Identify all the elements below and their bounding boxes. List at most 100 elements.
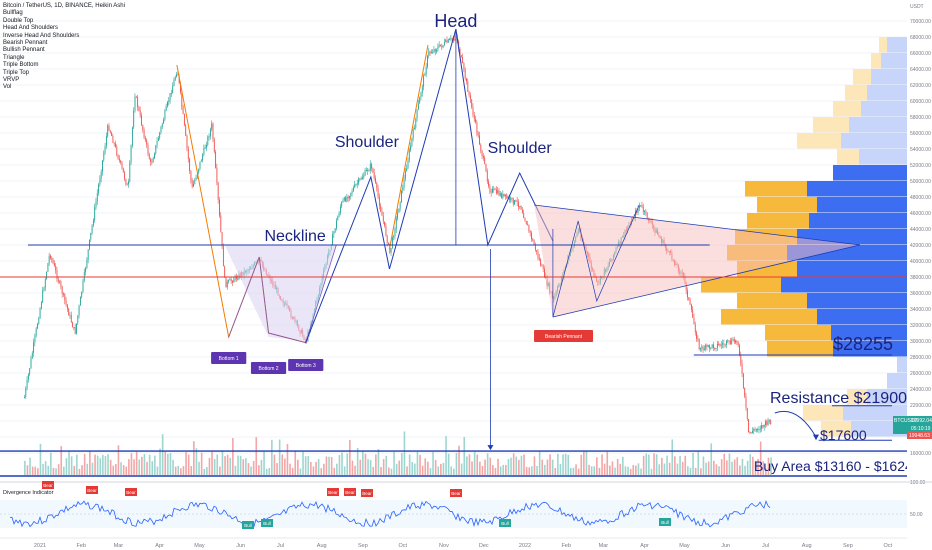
candle-body bbox=[129, 162, 131, 182]
candle-body bbox=[46, 271, 48, 279]
candle-body bbox=[226, 281, 228, 288]
candle-body bbox=[705, 344, 707, 349]
price-axis-label: 52000.00 bbox=[910, 163, 931, 169]
candle-body bbox=[731, 340, 733, 344]
volume-bar bbox=[278, 439, 281, 475]
price-tag-bg bbox=[893, 416, 932, 434]
volume-bar bbox=[476, 454, 479, 475]
vrvp-bar bbox=[797, 133, 841, 149]
volume-bar bbox=[601, 454, 603, 475]
vrvp-bar bbox=[821, 421, 851, 437]
candle-body bbox=[502, 193, 504, 198]
candle-body bbox=[531, 232, 532, 240]
volume-bar bbox=[401, 453, 403, 475]
candle-body bbox=[687, 290, 688, 298]
volume-bar bbox=[645, 453, 648, 475]
price-axis-label: 60000.00 bbox=[910, 99, 931, 105]
indicator-label[interactable]: Triangle bbox=[3, 54, 25, 61]
volume-bar bbox=[744, 465, 746, 475]
time-axis-label: Apr bbox=[640, 543, 649, 549]
candle-body bbox=[203, 147, 205, 155]
price-axis-label: 24000.00 bbox=[910, 387, 931, 393]
candle-body bbox=[364, 170, 366, 176]
candle-body bbox=[230, 279, 232, 282]
volume-bar bbox=[515, 456, 518, 475]
volume-bar bbox=[661, 457, 663, 475]
candle-body bbox=[131, 127, 133, 146]
volume-bar bbox=[731, 461, 733, 475]
volume-bar bbox=[125, 466, 128, 475]
candle-body bbox=[115, 143, 116, 147]
pennant-lower bbox=[552, 244, 860, 318]
candle-body bbox=[443, 41, 445, 46]
volume-bar bbox=[307, 456, 310, 475]
vrvp-bar bbox=[871, 53, 881, 69]
volume-bar bbox=[276, 463, 278, 475]
indicator-label[interactable]: Bullish Pennant bbox=[3, 47, 45, 54]
volume-bar bbox=[216, 454, 219, 475]
candle-body bbox=[72, 322, 74, 328]
volume-bar bbox=[167, 453, 169, 475]
volume-bar bbox=[414, 463, 416, 475]
candle-body bbox=[638, 205, 640, 209]
price-axis-label: 66000.00 bbox=[910, 51, 931, 57]
candle-body bbox=[536, 250, 538, 252]
volume-bar bbox=[117, 445, 120, 475]
volume-bar bbox=[629, 468, 632, 475]
candle-body bbox=[436, 49, 438, 52]
candle-body bbox=[740, 354, 742, 364]
volume-bar bbox=[252, 461, 255, 475]
volume-bar bbox=[518, 459, 520, 475]
candle-body bbox=[100, 171, 102, 179]
head-label: Head bbox=[434, 11, 477, 31]
candle-body bbox=[95, 201, 97, 208]
indicator-label[interactable]: Double Top bbox=[3, 17, 34, 24]
volume-bar bbox=[663, 463, 666, 475]
indicator-label[interactable]: Triple Top bbox=[3, 69, 30, 76]
candle-body bbox=[521, 209, 523, 214]
shoulder-right-label: Shoulder bbox=[488, 140, 553, 157]
vrvp-bar bbox=[809, 213, 907, 229]
volume-bar bbox=[471, 461, 473, 475]
candle-body bbox=[425, 66, 427, 75]
candle-body bbox=[164, 110, 166, 120]
candle-body bbox=[430, 52, 432, 54]
indicator-label[interactable]: Head And Shoulders bbox=[3, 25, 59, 32]
bottom3-label: Bottom 3 bbox=[296, 363, 316, 369]
candle-body bbox=[234, 275, 236, 280]
bull-tag: Bull bbox=[244, 523, 252, 528]
volume-bar bbox=[255, 437, 258, 475]
candle-body bbox=[693, 317, 695, 325]
currency-label: USDT bbox=[910, 4, 924, 10]
indicator-label[interactable]: Bearish Pennant bbox=[3, 40, 48, 47]
candle-body bbox=[501, 193, 503, 198]
price-axis-label: 46000.00 bbox=[910, 211, 931, 217]
candle-body bbox=[194, 179, 196, 184]
bear-tag: Bear bbox=[87, 488, 97, 493]
candle-body bbox=[428, 51, 430, 56]
candle-body bbox=[384, 221, 386, 226]
vrvp-bar bbox=[767, 341, 833, 357]
candle-body bbox=[146, 139, 148, 145]
volume-bar bbox=[47, 465, 50, 475]
candle-body bbox=[386, 235, 388, 243]
volume-bar bbox=[499, 466, 502, 475]
indicator-label[interactable]: Bullflag bbox=[3, 10, 23, 17]
neckline-label: Neckline bbox=[264, 228, 325, 245]
volume-bar bbox=[434, 459, 437, 475]
volume-bar bbox=[489, 457, 492, 475]
candle-body bbox=[189, 159, 191, 171]
indicator-label[interactable]: VRVP bbox=[3, 77, 20, 84]
low-price-tag: 19948.63 bbox=[909, 433, 930, 439]
candle-body bbox=[44, 278, 46, 289]
candle-body bbox=[508, 197, 510, 201]
indicator-label[interactable]: Vol bbox=[3, 84, 12, 91]
indicator-label[interactable]: Triple Bottom bbox=[3, 62, 39, 69]
candle-body bbox=[524, 218, 526, 222]
candle-body bbox=[163, 119, 165, 124]
candle-body bbox=[519, 205, 521, 208]
indicator-label[interactable]: Inverse Head And Shoulders bbox=[3, 32, 80, 39]
volume-bar bbox=[128, 459, 130, 475]
vrvp-bar bbox=[817, 197, 907, 213]
